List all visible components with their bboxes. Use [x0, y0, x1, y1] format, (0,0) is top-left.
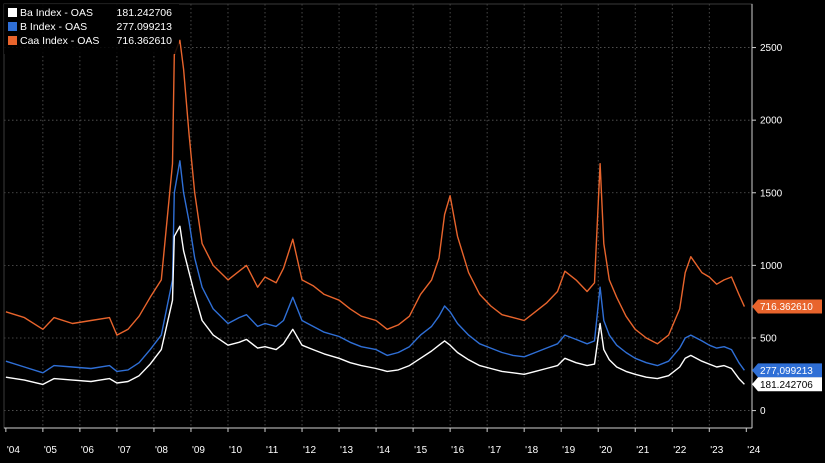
- last-value-labels: 716.362610 277,099213 181.242706: [752, 299, 822, 392]
- last-value-label-b: 277,099213: [760, 366, 813, 377]
- y-tick-label: 0: [760, 406, 766, 417]
- series-layer: [5, 39, 746, 386]
- y-tick-label: 1000: [760, 261, 783, 272]
- x-tick-label: '07: [118, 445, 131, 456]
- legend-series-name-caa: Caa Index - OAS: [20, 35, 99, 47]
- last-value-label-ba: 181.242706: [760, 380, 813, 391]
- x-tick-label: '11: [266, 445, 279, 456]
- legend-swatch-caa: [8, 36, 17, 45]
- x-tick-label: '18: [525, 445, 538, 456]
- legend-background: [4, 4, 179, 54]
- y-tick-label: 2000: [760, 116, 783, 127]
- legend: Ba Index - OAS 181.242706 B Index - OAS 277…: [4, 4, 179, 54]
- y-tick-label: 500: [760, 333, 777, 344]
- x-tick-label: '14: [377, 445, 390, 456]
- legend-series-value-b: 277.099213: [117, 21, 173, 33]
- series-line-b: [5, 160, 745, 374]
- legend-swatch-b: [8, 22, 17, 31]
- plot-frame: [3, 3, 753, 429]
- last-value-box-b: [752, 363, 822, 378]
- x-tick-label: '04: [7, 445, 20, 456]
- x-tick-label: '21: [636, 445, 649, 456]
- x-tick-label: '09: [192, 445, 205, 456]
- last-value-label-caa: 716.362610: [760, 302, 813, 313]
- last-value-box-ba: [752, 377, 822, 392]
- x-tick-label: '10: [229, 445, 242, 456]
- last-value-box-caa: [752, 299, 822, 314]
- x-tick-label: '20: [599, 445, 612, 456]
- x-tick-label: '16: [451, 445, 464, 456]
- legend-series-name-b: B Index - OAS: [20, 21, 87, 33]
- x-tick-label: '08: [155, 445, 168, 456]
- series-line-caa: [5, 39, 746, 345]
- grid-layer: [4, 4, 752, 428]
- x-tick-label: '05: [44, 445, 57, 456]
- axes-layer: 0 500 1000 1500 2000 2500 '04 '05 '06 '07 '08 '09 '1…: [3, 3, 783, 456]
- x-tick-label: '12: [303, 445, 316, 456]
- y-tick-label: 1500: [760, 188, 783, 199]
- legend-series-value-caa: 716.362610: [117, 35, 173, 47]
- x-tick-label: '23: [710, 445, 723, 456]
- x-tick-label: '24: [747, 445, 760, 456]
- x-tick-label: '15: [414, 445, 427, 456]
- legend-swatch-ba: [8, 8, 17, 17]
- x-tick-label: '22: [673, 445, 686, 456]
- x-tick-label: '19: [562, 445, 575, 456]
- x-tick-label: '13: [340, 445, 353, 456]
- legend-series-value-ba: 181.242706: [117, 7, 173, 19]
- legend-series-name-ba: Ba Index - OAS: [20, 7, 93, 19]
- y-tick-label: 2500: [760, 43, 783, 54]
- x-tick-label: '17: [488, 445, 501, 456]
- series-line-ba: [5, 225, 745, 386]
- x-tick-label: '06: [81, 445, 94, 456]
